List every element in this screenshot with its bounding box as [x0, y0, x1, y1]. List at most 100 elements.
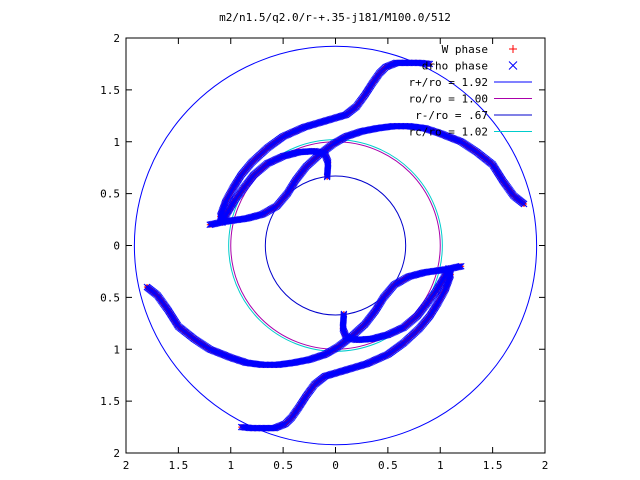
- chart-title: m2/n1.5/q2.0/r-+.35-j181/M100.0/512: [219, 11, 451, 24]
- marker-s1-a0-h0-p241: [309, 121, 317, 129]
- marker-s1-a0-h0-p258: [330, 115, 338, 122]
- marker-s1-a0-h1-p248: [346, 365, 354, 373]
- marker-s1-a0-h0-p235: [301, 123, 309, 131]
- marker-s1-a1-h1-p207: [235, 356, 243, 364]
- marker-s1-a0-h0-p239: [306, 122, 314, 129]
- marker-s1-a1-h1-p212: [229, 354, 237, 362]
- marker-s1-a0-h0-p256: [327, 115, 335, 123]
- marker-s1-a0-h1-p253: [340, 367, 347, 375]
- marker-s1-a1-h1-p142: [315, 353, 323, 360]
- marker-s1-a1-h0-p203: [423, 125, 431, 133]
- marker-s1-a1-h0-p138: [343, 132, 351, 140]
- marker-s1-a1-h1-p204: [239, 358, 247, 365]
- marker-s1-a0-h1-p257: [335, 368, 342, 376]
- marker-s1-a0-h0-p238: [305, 122, 313, 130]
- marker-s1-a1-h1-p145: [312, 354, 319, 361]
- marker-s1-a0-h1-p260: [331, 369, 339, 377]
- marker-s1-a1-h1-p213: [228, 354, 236, 362]
- marker-s1-a0-h0-p53: [280, 152, 288, 160]
- marker-s1-a0-h0-p237: [304, 122, 312, 130]
- marker-s1-a1-h1-p203: [240, 358, 248, 366]
- marker-s1-a1-h1-p202: [241, 358, 249, 366]
- marker-s1-a1-h0-p139: [345, 132, 352, 140]
- marker-s1-a1-h0-p202: [422, 125, 430, 133]
- marker-s1-a1-h1-p206: [237, 357, 244, 365]
- circle-0: [133, 45, 538, 446]
- marker-s1-a0-h0-p266: [340, 112, 347, 119]
- markers-layer: [143, 59, 528, 432]
- marker-s1-a0-h1-p235: [362, 360, 370, 368]
- marker-s1-a0-h0-p260: [332, 114, 340, 122]
- marker-s1-a0-h0-p236: [303, 123, 310, 130]
- marker-s1-a1-h0-p205: [426, 126, 433, 134]
- marker-s1-a1-h0-p146: [353, 129, 361, 137]
- marker-s1-a0-h1-p242: [353, 363, 361, 371]
- x-tick-label-8: 2: [542, 459, 549, 472]
- y-tick-label-7: 1.5: [100, 395, 120, 408]
- marker-s1-a0-h1-p251: [342, 366, 350, 374]
- legend: W phase drho phase r+/ro = 1.92 ro/ro = 1.0…: [409, 43, 532, 139]
- marker-s1-a0-h0-p261: [333, 113, 341, 121]
- marker-s1-a0-h0-p14: [323, 156, 331, 164]
- marker-s1-a1-h0-p141: [347, 131, 355, 139]
- ticks-layer: 2 1.5 1 0.5 0 0.5 1 1.5 221.510.500.511.52: [100, 32, 548, 472]
- marker-s1-a0-h1-p258: [333, 369, 341, 376]
- marker-s1-a1-h1-p205: [238, 357, 245, 365]
- marker-s1-a0-h1-p247: [347, 365, 355, 372]
- marker-s1-a0-h1-p246: [348, 364, 356, 372]
- marker-s1-a1-h0-p201: [421, 124, 428, 132]
- marker-s1-a1-h1-p208: [234, 356, 242, 364]
- marker-s1-a0-h0-p244: [313, 120, 320, 127]
- marker-s1-a0-h0-p352: [425, 60, 432, 68]
- marker-s1-a1-h0-p207: [428, 127, 436, 135]
- marker-s1-a0-h1-p261: [330, 370, 338, 378]
- marker-s1-a0-h1-p243: [352, 363, 360, 371]
- marker-s1-a1-h1-p144: [313, 353, 320, 361]
- legend-swatch-1: [508, 61, 518, 70]
- marker-s1-a1-h0-p41: [256, 211, 264, 219]
- marker-s1-a1-h0-p206: [427, 126, 434, 134]
- legend-swatch-0: [509, 45, 517, 53]
- marker-s1-a0-h0-p240: [308, 121, 315, 129]
- marker-s1-a1-h0-p140: [346, 132, 353, 139]
- marker-s1-a0-h1-p13: [339, 326, 347, 334]
- marker-s1-a0-h0-p265: [338, 112, 346, 120]
- y-tick-label-2: 1: [113, 136, 120, 149]
- marker-s1-a1-h0-p137: [342, 133, 350, 140]
- legend-label-0: W phase: [442, 43, 488, 56]
- marker-s1-a0-h1-p351: [240, 423, 248, 431]
- legend-label-4: r-/ro = .67: [415, 109, 488, 122]
- marker-s1-a1-h0-p211: [433, 128, 440, 136]
- marker-s1-a0-h0-p255: [326, 116, 334, 123]
- marker-s1-a0-h0-p254: [325, 116, 333, 124]
- marker-s1-a0-h0-p250: [320, 118, 328, 125]
- marker-s1-a0-h1-p263: [327, 371, 335, 378]
- marker-s1-a0-h0-p351: [423, 60, 431, 68]
- x-tick-label-3: 0.5: [273, 459, 293, 472]
- marker-s1-a1-h0-p145: [352, 130, 359, 137]
- marker-s1-a0-h1-p15: [340, 328, 348, 336]
- marker-s1-a0-h1-p240: [356, 362, 363, 370]
- marker-s1-a0-h0-p264: [337, 112, 345, 120]
- y-tick-label-8: 2: [113, 447, 120, 460]
- y-tick-label-5: 0.5: [100, 291, 120, 304]
- marker-s1-a1-h0-p208: [429, 127, 437, 135]
- y-tick-label-0: 2: [113, 32, 120, 45]
- legend-label-2: r+/ro = 1.92: [409, 76, 488, 89]
- marker-s1-a1-h0-p210: [432, 128, 439, 136]
- marker-s1-a0-h1-p252: [341, 367, 349, 374]
- circle-2: [264, 175, 407, 316]
- marker-s1-a1-h0-p212: [434, 129, 442, 137]
- x-tick-label-2: 1: [227, 459, 234, 472]
- marker-s1-a0-h1-p239: [357, 362, 365, 369]
- marker-s1-a1-h1-p201: [243, 359, 250, 367]
- marker-s1-a0-h1-p255: [337, 368, 345, 375]
- marker-s1-a0-h0-p248: [317, 118, 325, 126]
- marker-s1-a0-h0-p251: [321, 117, 329, 125]
- legend-label-1: drho phase: [422, 60, 488, 73]
- marker-s1-a0-h1-p262: [329, 370, 336, 378]
- legend-label-5: rc/ro = 1.02: [409, 126, 488, 139]
- marker-s1-a0-h0-p249: [319, 118, 326, 126]
- marker-s1-a1-h1-p146: [310, 354, 318, 362]
- marker-s1-a1-h0-p143: [349, 130, 357, 138]
